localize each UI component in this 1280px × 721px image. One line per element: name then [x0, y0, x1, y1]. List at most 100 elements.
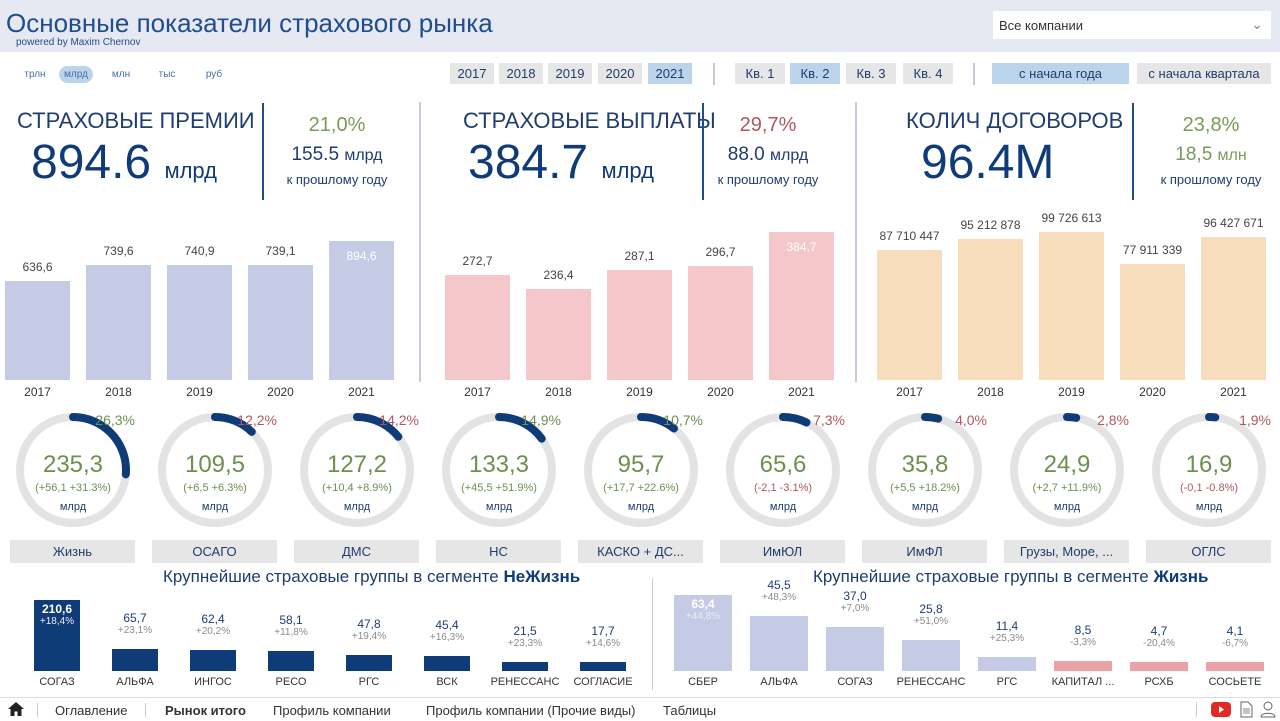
gauge-change: (+45,5 +51.9%)	[461, 482, 537, 494]
kpi-change-abs: 18,5 млн	[1136, 144, 1280, 166]
section-title-bold: Жизнь	[1153, 567, 1209, 586]
group-bar[interactable]	[112, 648, 158, 671]
kpi-change-number: 88.0	[727, 144, 765, 165]
group-bar[interactable]	[34, 600, 80, 671]
unit-toggle-руб[interactable]: руб	[205, 69, 223, 80]
group-bar[interactable]	[424, 655, 470, 671]
group-bar[interactable]	[674, 595, 732, 671]
year-bar[interactable]	[526, 289, 591, 380]
year-bar[interactable]	[607, 269, 672, 380]
bar-value-label: 210,6	[41, 602, 73, 616]
gauge-change: (+2,7 +11.9%)	[1032, 482, 1102, 494]
nav-tab[interactable]: Рынок итого	[165, 703, 246, 718]
bar-value-label: 740,9	[184, 243, 215, 258]
period-button[interactable]: с начала квартала	[1137, 63, 1271, 84]
gauge-arc	[584, 413, 698, 527]
group-bar[interactable]	[1054, 660, 1112, 671]
segment-button[interactable]: Грузы, Море, ...	[1004, 540, 1129, 563]
youtube-icon[interactable]	[1211, 702, 1231, 717]
group-bar[interactable]	[1130, 662, 1188, 671]
unit-toggle-млрд[interactable]: млрд	[59, 66, 93, 83]
year-bar[interactable]	[958, 238, 1023, 380]
group-bar[interactable]	[750, 616, 808, 671]
nav-tab[interactable]: Профиль компании (Прочие виды)	[426, 703, 636, 718]
quarter-button[interactable]: Кв. 1	[735, 63, 785, 84]
axis-tick-label: 2021	[788, 385, 815, 399]
bar-value-label: 17,7	[591, 624, 615, 638]
year-bar[interactable]	[877, 249, 942, 380]
gauge-change: (+17,7 +22.6%)	[603, 482, 679, 494]
year-bar[interactable]	[688, 265, 753, 380]
period-button[interactable]: с начала года	[992, 63, 1129, 84]
kpi-divider	[702, 103, 704, 200]
year-bar[interactable]	[167, 264, 232, 380]
gauge-ring	[1152, 413, 1266, 527]
group-bar[interactable]	[346, 654, 392, 671]
gauge-share: 2,8%	[1097, 412, 1129, 428]
contact-icon[interactable]	[1259, 700, 1277, 718]
segment-button[interactable]: НС	[436, 540, 561, 563]
category-label: РЕСО	[275, 676, 307, 688]
year-bar[interactable]	[86, 264, 151, 380]
year-button-2019[interactable]: 2019	[548, 63, 592, 84]
year-bar[interactable]	[1120, 264, 1185, 380]
axis-tick-label: 2017	[464, 385, 491, 399]
category-label: СОГАЗ	[39, 676, 75, 688]
group-bar[interactable]	[978, 657, 1036, 671]
year-button-2020[interactable]: 2020	[598, 63, 642, 84]
unit-toggle-тыс[interactable]: тыс	[158, 69, 176, 80]
gauge-ring	[158, 413, 272, 527]
year-bar[interactable]	[1039, 232, 1104, 380]
home-icon[interactable]	[7, 701, 25, 717]
group-bar[interactable]	[826, 626, 884, 671]
year-bar[interactable]	[769, 232, 834, 380]
quarter-button[interactable]: Кв. 2	[790, 63, 840, 84]
bar-value-label: 894,6	[346, 248, 377, 263]
category-label: СОГАЗ	[837, 676, 873, 688]
group-bar[interactable]	[268, 651, 314, 671]
segment-button[interactable]: ИмФЛ	[862, 540, 987, 563]
year-bar[interactable]	[5, 281, 70, 380]
nav-tab[interactable]: Таблицы	[663, 703, 717, 718]
company-select[interactable]: Все компании ⌄	[993, 11, 1271, 39]
kpi-title: СТРАХОВЫЕ ПРЕМИИ	[17, 108, 255, 133]
bar-value-label: 45,4	[435, 617, 459, 632]
segment-button[interactable]: ОГЛС	[1146, 540, 1271, 563]
kpi-change-pct: 29,7%	[739, 114, 797, 136]
group-bar[interactable]	[502, 662, 548, 671]
quarter-button[interactable]: Кв. 3	[846, 63, 896, 84]
unit-toggle-млн[interactable]: млн	[111, 69, 131, 80]
chevron-down-icon[interactable]: ⌄	[1251, 16, 1263, 32]
nav-tab[interactable]: Оглавление	[55, 703, 128, 718]
year-bar[interactable]	[248, 265, 313, 380]
segment-button[interactable]: ИмЮЛ	[720, 540, 845, 563]
gauge-share: 12,2%	[237, 412, 277, 428]
unit-toggle-трлн[interactable]: трлн	[24, 69, 46, 80]
quarter-button[interactable]: Кв. 4	[903, 63, 953, 84]
year-bar[interactable]	[1201, 236, 1266, 380]
bar-value-label: 77 911 339	[1122, 243, 1183, 258]
bar-change-label: -6,7%	[1221, 638, 1249, 649]
bar-value-label: 96 427 671	[1203, 215, 1264, 230]
segment-button[interactable]: ДМС	[294, 540, 419, 563]
segment-button[interactable]: ОСАГО	[152, 540, 277, 563]
gauge-value: 35,8	[901, 451, 949, 478]
year-button-2018[interactable]: 2018	[499, 63, 543, 84]
group-bar[interactable]	[1206, 662, 1264, 671]
bar-value-label: 25,8	[919, 602, 943, 617]
group-bar[interactable]	[902, 640, 960, 671]
nav-tab[interactable]: Профиль компании	[273, 703, 391, 718]
segment-button[interactable]: КАСКО + ДС...	[578, 540, 703, 563]
year-bar[interactable]	[445, 275, 510, 380]
document-icon[interactable]	[1240, 701, 1253, 718]
bar-value-label: 47,8	[357, 616, 381, 631]
category-label: АЛЬФА	[116, 676, 154, 688]
bar-value-label: 272,7	[462, 254, 493, 269]
year-bar[interactable]	[329, 240, 394, 380]
gauge-arc	[158, 413, 272, 527]
group-bar[interactable]	[580, 662, 626, 671]
group-bar[interactable]	[190, 649, 236, 671]
segment-button[interactable]: Жизнь	[10, 540, 135, 563]
year-button-2021[interactable]: 2021	[648, 63, 692, 84]
year-button-2017[interactable]: 2017	[450, 63, 494, 84]
